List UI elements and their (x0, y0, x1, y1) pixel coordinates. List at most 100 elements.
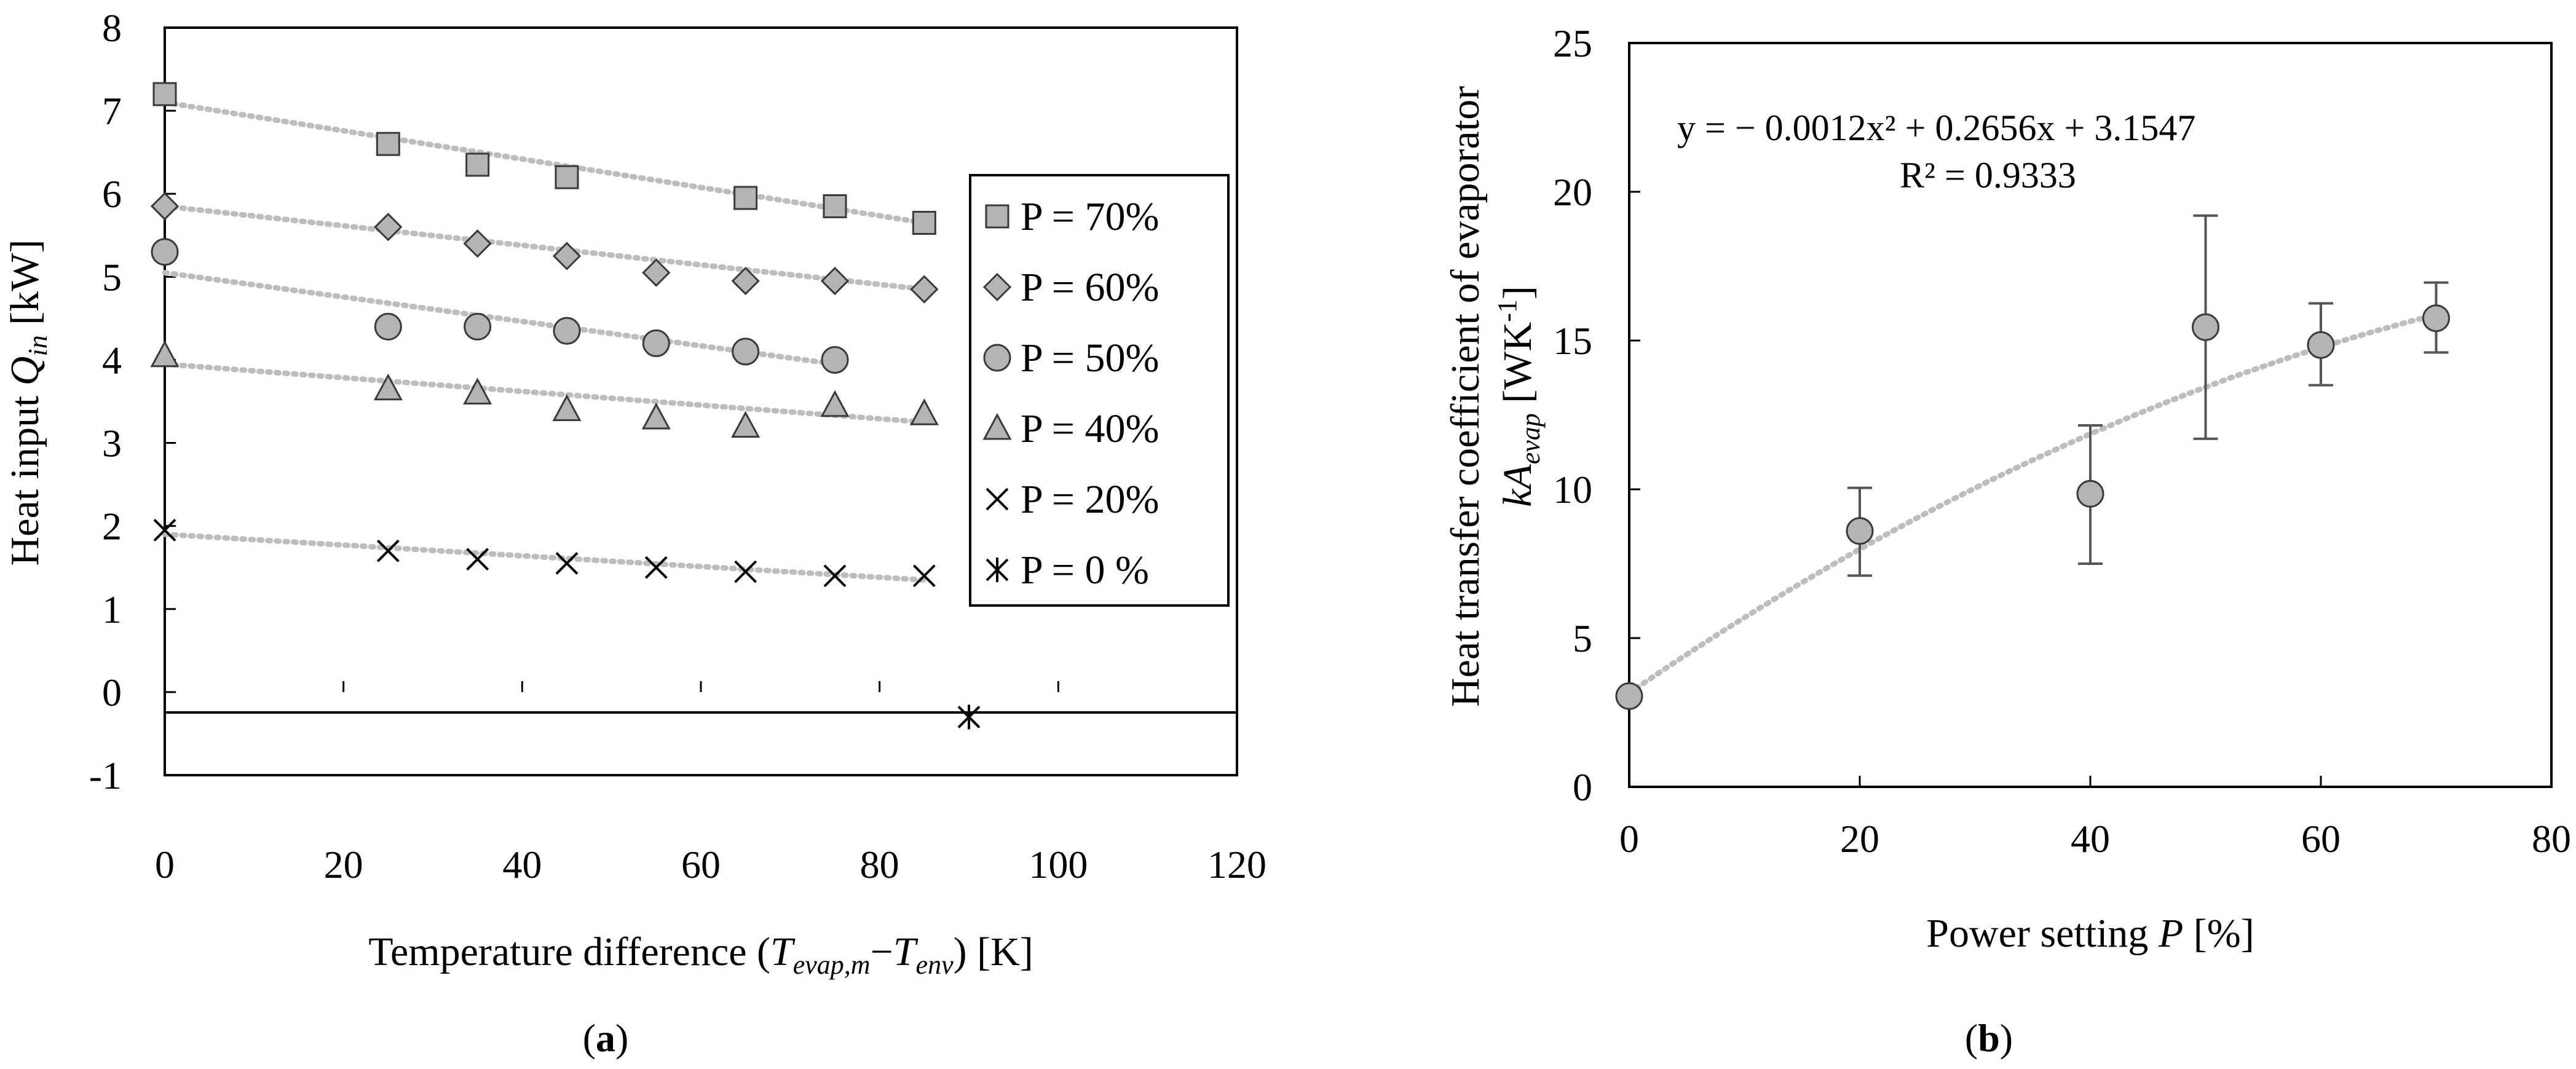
chart-a-ytick-label: 3 (102, 422, 122, 465)
chart-a-point (732, 337, 760, 366)
chart-a-trendline (162, 361, 927, 425)
chart-a-legend-marker (985, 204, 1009, 229)
panel-label-a: (a) (583, 1016, 629, 1060)
chart-a-point (555, 552, 579, 575)
chart-a-point (373, 373, 403, 401)
chart-a-point (641, 402, 671, 430)
chart-a-trendline (162, 100, 927, 226)
chart-a-trendline (162, 203, 927, 293)
chart-a-xtick-label: 20 (324, 843, 363, 886)
chart-a-ytick-label: 6 (102, 172, 122, 216)
chart-a-point (376, 132, 400, 156)
chart-b-ytick-label: 25 (1553, 22, 1592, 65)
chart-b-ytick-label: 20 (1553, 170, 1592, 214)
chart-b-point (1615, 682, 1643, 710)
chart-a-xtick-label: 100 (1029, 843, 1088, 886)
chart-a-point (823, 564, 847, 588)
chart-a-point (466, 548, 489, 571)
chart-b-equation: y = − 0.0012x² + 0.2656x + 3.1547 (1677, 108, 2195, 148)
chart-b-trendline (1626, 312, 2439, 696)
chart-a-point (376, 539, 400, 562)
chart-a-legend-marker (986, 558, 1009, 582)
chart-a-point (552, 242, 582, 270)
chart-a-ytick-label: 0 (102, 671, 122, 714)
chart-b-ylabel-line2: kAevap [WK-1] (1492, 286, 1546, 507)
chart-a-point (733, 186, 758, 210)
chart-b-ytick-label: 15 (1553, 319, 1592, 363)
chart-a-point (553, 317, 581, 345)
chart-a-legend-label: P = 20% (1021, 477, 1159, 522)
chart-a-points (150, 82, 981, 730)
chart-b-point (2307, 331, 2335, 359)
chart-a-legend-label: P = 70% (1021, 194, 1159, 239)
chart-a-point (912, 211, 936, 235)
chart-b-xtick-label: 0 (1619, 817, 1639, 861)
chart-a-point (957, 704, 981, 730)
chart-a-ticks: 0 20 40 60 80 100 120 -1 0 1 2 3 4 5 6 7 8 (89, 6, 1266, 886)
chart-b-ytick-label: 10 (1553, 468, 1592, 511)
chart-a-legend-box (969, 174, 1230, 607)
chart-b-ylabel-line1: Heat transfer coefficient of evaporator (1443, 86, 1488, 707)
chart-b-error-bars (1847, 214, 2449, 577)
chart-a: 0 20 40 60 80 100 120 -1 0 1 2 3 4 5 6 7 8 P = 70% P = 60… (2, 6, 1266, 1060)
chart-a-ytick-label: 8 (102, 6, 122, 50)
chart-a-point (374, 213, 403, 242)
chart-b-point (2192, 313, 2219, 341)
chart-a-plot-area (164, 26, 1238, 776)
chart-a-xtick-label: 40 (502, 843, 542, 886)
chart-a-point (734, 560, 757, 583)
chart-a-point (464, 312, 492, 341)
chart-a-trendline (162, 270, 838, 367)
chart-a-point (644, 556, 668, 579)
chart-b: 0 20 40 60 80 0 5 10 15 20 25 y = − 0.0012x² + 0.2… (1443, 22, 2571, 1060)
chart-b-trendline-path (1626, 312, 2439, 696)
chart-a-legend-marker (986, 487, 1009, 511)
chart-a-point (820, 390, 850, 417)
chart-a-ytick-label: 2 (102, 505, 122, 548)
chart-a-point (555, 165, 579, 189)
chart-a-legend-marker (982, 272, 1012, 302)
chart-a-point (910, 275, 939, 304)
chart-a-legend-label: P = 50% (1021, 336, 1159, 381)
chart-a-legend: P = 70% P = 60% P = 50% P = 40% P = 20% P = 0… (969, 174, 1230, 607)
chart-b-xtick-label: 80 (2532, 817, 2571, 861)
chart-a-point (731, 411, 761, 438)
chart-b-ticks: 0 20 40 60 80 0 5 10 15 20 25 (1553, 22, 2571, 861)
chart-b-point (2422, 304, 2450, 333)
chart-a-point (912, 564, 936, 588)
chart-a-point (642, 258, 671, 287)
chart-b-r-squared: R² = 0.9333 (1900, 155, 2076, 195)
chart-a-xtick-label: 120 (1207, 843, 1266, 886)
chart-a-legend-label: P = 40% (1021, 406, 1159, 451)
chart-a-point (463, 229, 492, 258)
chart-a-point (552, 394, 582, 422)
chart-a-legend-marker (982, 412, 1012, 440)
chart-a-point (642, 329, 670, 357)
chart-a-point (150, 340, 180, 368)
chart-a-ytick-label: 7 (102, 89, 122, 133)
chart-a-xtick-label: 80 (860, 843, 899, 886)
chart-b-point (1846, 517, 1874, 545)
chart-b-xlabel: Power setting P [%] (1926, 911, 2254, 956)
panel-label-b: (b) (1965, 1016, 2013, 1060)
chart-a-trendline (162, 531, 927, 583)
chart-a-point (909, 398, 939, 425)
chart-a-ytick-label: 5 (102, 255, 122, 299)
chart-a-legend-label: P = 60% (1021, 265, 1159, 310)
chart-b-xtick-label: 40 (2071, 817, 2110, 861)
chart-b-ytick-label: 5 (1573, 617, 1592, 660)
chart-a-point (152, 82, 177, 106)
chart-a-xtick-label: 0 (155, 843, 175, 886)
chart-a-point (731, 266, 760, 296)
chart-a-point (465, 152, 490, 177)
chart-a-xtick-label: 60 (681, 843, 721, 886)
chart-a-point (153, 519, 176, 542)
chart-a-legend-label: P = 0 % (1021, 548, 1149, 593)
chart-b-point (2076, 479, 2104, 508)
chart-b-ytick-label: 0 (1573, 765, 1592, 809)
chart-a-ytick-label: 1 (102, 588, 122, 631)
chart-a-point (151, 238, 179, 266)
chart-b-xtick-label: 20 (1840, 817, 1879, 861)
chart-a-legend-marker (983, 344, 1011, 372)
